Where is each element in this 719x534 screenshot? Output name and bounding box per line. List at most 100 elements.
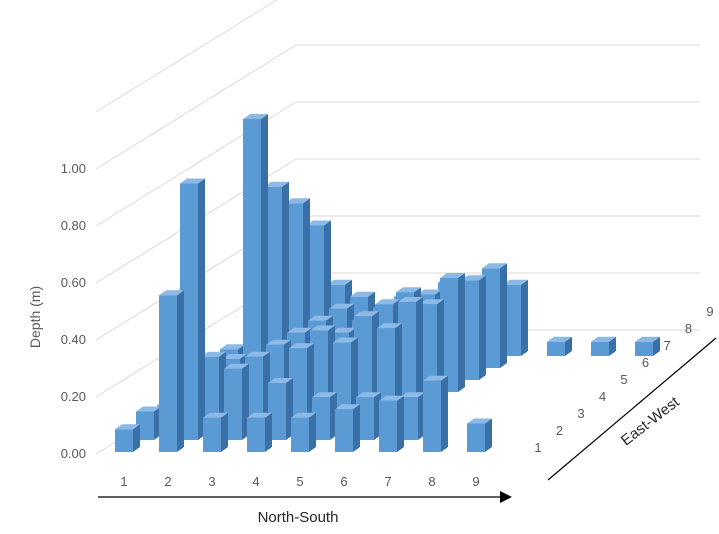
- bar-8-9: [591, 336, 616, 356]
- bar-front: [398, 302, 416, 416]
- bar-top: [591, 336, 616, 342]
- x-tick-label: 5: [296, 474, 303, 489]
- bar-front: [291, 417, 309, 452]
- bar-top: [243, 114, 268, 119]
- bar-top: [264, 181, 289, 187]
- bar-front: [243, 119, 261, 404]
- bar-2-1: [159, 290, 184, 452]
- bar-2-2: [180, 178, 205, 440]
- bar-top: [136, 406, 161, 412]
- bar-side: [177, 290, 184, 452]
- bar-side: [221, 412, 228, 452]
- bar-top: [398, 297, 423, 302]
- bar-top: [354, 311, 379, 317]
- bar-side: [458, 273, 465, 392]
- bar-top: [308, 315, 333, 321]
- bar-top: [245, 351, 270, 357]
- bar-top: [377, 323, 402, 329]
- z-tick-label: 6: [642, 355, 649, 370]
- z-tick-label: 5: [620, 372, 627, 387]
- bar-front: [180, 183, 198, 440]
- z-tick-label: 3: [577, 406, 584, 421]
- bar-front: [136, 411, 154, 440]
- bar-top: [423, 375, 448, 381]
- bar-6-9: [503, 279, 528, 356]
- bar-1-1: [115, 424, 140, 452]
- bar-top: [289, 343, 314, 349]
- bar-top: [247, 412, 272, 418]
- gridline-side: [95, 0, 278, 113]
- bar-front: [440, 278, 458, 392]
- z-tick-label: 2: [556, 423, 563, 438]
- bar-front: [356, 397, 374, 440]
- z-tick-label: 9: [706, 304, 713, 319]
- bar-top: [285, 198, 310, 204]
- x-tick-label: 3: [208, 474, 215, 489]
- x-tick-label: 6: [340, 474, 347, 489]
- bar-top: [440, 273, 465, 278]
- bar-side: [521, 279, 528, 356]
- bar-front: [354, 316, 372, 416]
- bar-top: [503, 279, 528, 285]
- bar-top: [159, 290, 184, 296]
- bar-front: [635, 341, 653, 356]
- bar-side: [441, 375, 448, 452]
- x-tick-label: 4: [252, 474, 259, 489]
- x-tick-label: 1: [120, 474, 127, 489]
- bar-5-1: [291, 412, 316, 452]
- y-tick-label: 0.80: [61, 218, 86, 233]
- bar-side: [353, 404, 360, 452]
- bar-front: [335, 409, 353, 452]
- bar-front: [461, 280, 479, 380]
- bar-side: [479, 275, 486, 380]
- bar-top: [333, 337, 358, 343]
- bar-front: [203, 417, 221, 452]
- bar-3-1: [203, 412, 228, 452]
- bar-top: [396, 287, 421, 293]
- bar-side: [653, 336, 660, 356]
- x-tick-label: 9: [472, 474, 479, 489]
- bar-side: [485, 418, 492, 452]
- bar-top: [287, 327, 312, 333]
- bar-top: [291, 412, 316, 418]
- bar-front: [503, 284, 521, 356]
- bar-side: [198, 178, 205, 440]
- bar-top: [400, 392, 425, 398]
- bar-top: [327, 279, 352, 285]
- bar-front: [289, 348, 307, 428]
- bar-6-6: [440, 273, 465, 392]
- east-west-axis-line: [547, 337, 717, 481]
- y-tick-label: 0.60: [61, 275, 86, 290]
- bar-front: [423, 380, 441, 452]
- bar-top: [482, 263, 507, 269]
- bar-top: [220, 344, 245, 350]
- bar-side: [133, 424, 140, 452]
- bar-side: [261, 114, 268, 404]
- bar-top: [335, 404, 360, 410]
- bar-5-4: [354, 311, 379, 416]
- y-tick-label: 0.00: [61, 446, 86, 461]
- bar-4-3: [289, 343, 314, 428]
- bar-top: [379, 395, 404, 401]
- bar-6-7: [461, 275, 486, 380]
- x-tick-label: 7: [384, 474, 391, 489]
- bar-front: [224, 368, 242, 440]
- bar-top: [419, 299, 444, 305]
- bar-front: [591, 341, 609, 356]
- x-tick-label: 2: [164, 474, 171, 489]
- bar-top: [312, 392, 337, 398]
- bar-top: [266, 339, 291, 345]
- y-axis-title: Depth (m): [27, 286, 43, 348]
- bar-6-4: [398, 297, 423, 416]
- bar-side: [609, 336, 616, 356]
- bar-top: [635, 336, 660, 342]
- z-axis-title: East-West: [618, 393, 683, 449]
- x-axis-title: North-South: [258, 509, 339, 526]
- bar-top: [461, 275, 486, 281]
- bar-top: [180, 178, 205, 184]
- gridline-side: [95, 44, 297, 170]
- bar-front: [245, 356, 263, 428]
- bar-5-2: [312, 392, 337, 440]
